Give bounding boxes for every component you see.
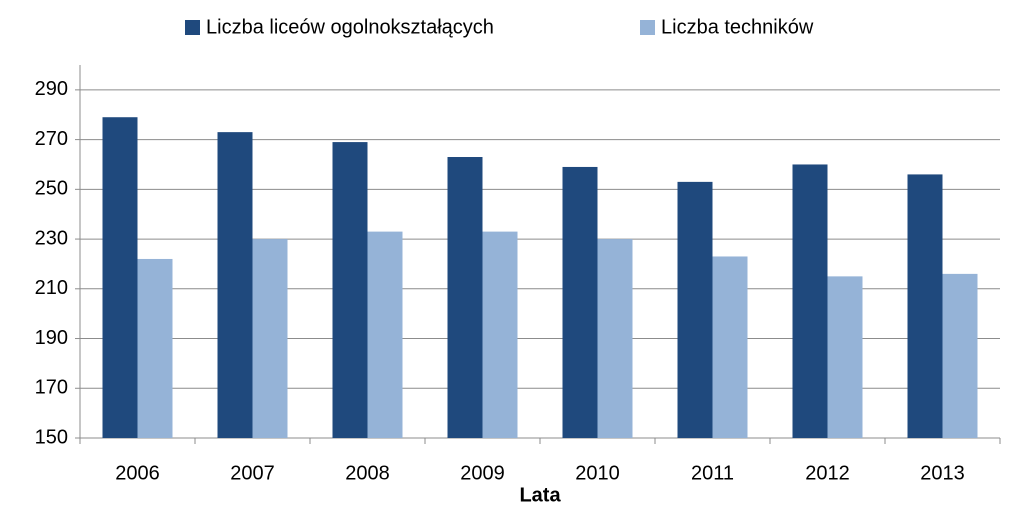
bar xyxy=(712,256,748,438)
x-tick-label: 2008 xyxy=(345,462,390,484)
bar xyxy=(597,239,633,438)
legend-label: Liczba techników xyxy=(661,16,814,38)
x-tick-label: 2007 xyxy=(230,462,275,484)
legend-swatch xyxy=(640,20,655,35)
legend-label: Liczba liceów ogolnokształących xyxy=(206,16,494,38)
y-tick-label: 150 xyxy=(35,426,68,448)
bar xyxy=(137,258,173,438)
y-tick-label: 230 xyxy=(35,227,68,249)
legend-swatch xyxy=(185,20,200,35)
bar xyxy=(332,142,368,438)
x-tick-label: 2011 xyxy=(691,462,734,484)
x-tick-label: 2012 xyxy=(805,462,850,484)
x-tick-label: 2006 xyxy=(115,462,160,484)
x-axis-label: Lata xyxy=(519,484,561,506)
bar xyxy=(102,117,138,438)
y-tick-label: 250 xyxy=(35,178,68,200)
bar xyxy=(217,132,253,438)
y-tick-label: 190 xyxy=(35,327,68,349)
bar xyxy=(827,276,863,438)
bar xyxy=(942,273,978,438)
bar xyxy=(367,231,403,438)
bar xyxy=(907,174,943,438)
bar xyxy=(447,157,483,439)
bar xyxy=(252,239,288,438)
bar xyxy=(562,166,598,438)
bar xyxy=(677,181,713,438)
y-tick-label: 210 xyxy=(35,277,68,299)
x-tick-label: 2013 xyxy=(920,462,965,484)
y-tick-label: 170 xyxy=(35,377,68,399)
x-tick-label: 2009 xyxy=(460,462,505,484)
bar xyxy=(792,164,828,438)
y-tick-label: 290 xyxy=(35,78,68,100)
y-tick-label: 270 xyxy=(35,128,68,150)
x-tick-label: 2010 xyxy=(575,462,620,484)
bar xyxy=(482,231,518,438)
